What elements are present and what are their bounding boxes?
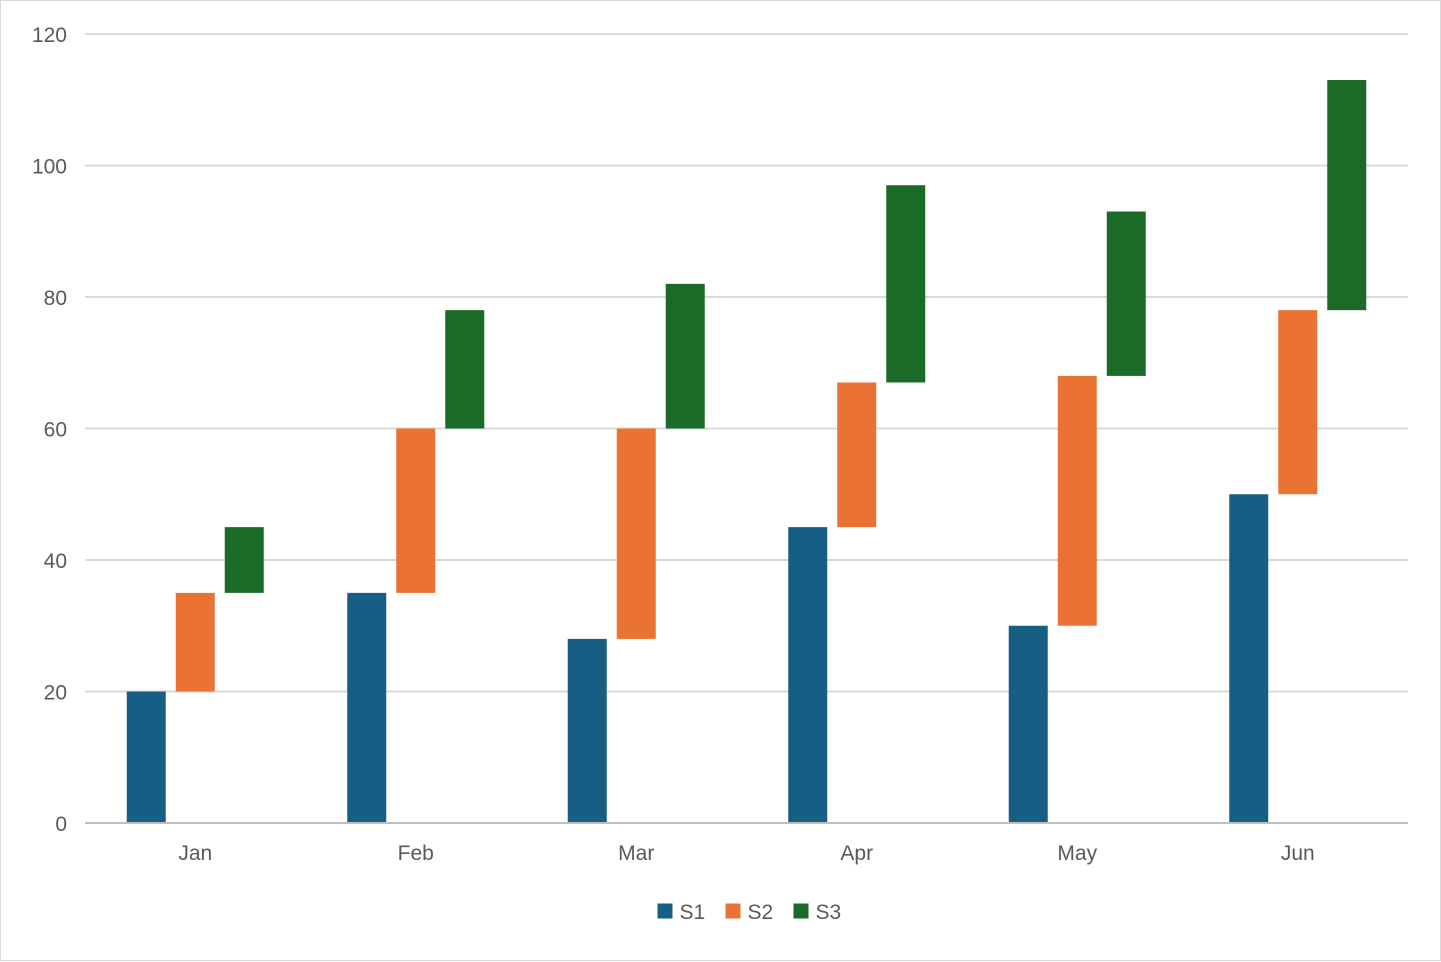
legend-swatch (793, 903, 809, 919)
y-tick-label: 0 (55, 813, 67, 836)
legend-label: S2 (748, 901, 774, 924)
legend-label: S3 (816, 901, 842, 924)
bar-s3-jun (1327, 80, 1367, 311)
legend-swatch (657, 903, 673, 919)
y-tick-label: 20 (44, 682, 67, 705)
bar-s2-jun (1278, 310, 1318, 495)
bar-s1-feb (347, 592, 387, 823)
legend-item-s2: S2 (725, 901, 774, 924)
bar-s3-apr (886, 185, 926, 383)
bar-s2-apr (837, 382, 877, 528)
y-tick-label: 120 (32, 24, 67, 47)
x-tick-label: Mar (618, 842, 654, 865)
x-tick-label: Feb (398, 842, 434, 865)
x-axis-tick-labels: Jan Feb Mar Apr May Jun (178, 842, 1314, 865)
bar-s1-apr (788, 527, 828, 823)
bar-s1-may (1008, 625, 1048, 823)
legend: S1 S2 S3 (657, 901, 842, 924)
x-tick-label: Apr (840, 842, 873, 865)
y-axis-tick-labels: 0 20 40 60 80 100 120 (32, 24, 67, 836)
bar-s2-may (1057, 375, 1097, 626)
bar-s1-jun (1229, 494, 1269, 823)
y-tick-label: 40 (44, 550, 67, 573)
x-tick-label: Jan (178, 842, 212, 865)
bar-s1-jan (126, 691, 166, 823)
bar-s2-feb (396, 428, 436, 593)
legend-swatch (725, 903, 741, 919)
bar-s3-mar (665, 283, 705, 429)
x-tick-label: May (1057, 842, 1097, 865)
x-tick-label: Jun (1281, 842, 1315, 865)
gridlines (85, 33, 1408, 693)
bar-s1-mar (567, 638, 607, 823)
bar-s3-jan (224, 527, 264, 593)
legend-item-s1: S1 (657, 901, 706, 924)
y-tick-label: 60 (44, 419, 67, 442)
legend-label: S1 (680, 901, 706, 924)
legend-item-s3: S3 (793, 901, 842, 924)
bar-s3-feb (445, 310, 485, 429)
bars (126, 80, 1367, 823)
y-tick-label: 80 (44, 287, 67, 310)
bar-s3-may (1106, 211, 1146, 376)
bar-s2-mar (616, 428, 656, 639)
bar-s2-jan (175, 592, 215, 692)
y-tick-label: 100 (32, 156, 67, 179)
